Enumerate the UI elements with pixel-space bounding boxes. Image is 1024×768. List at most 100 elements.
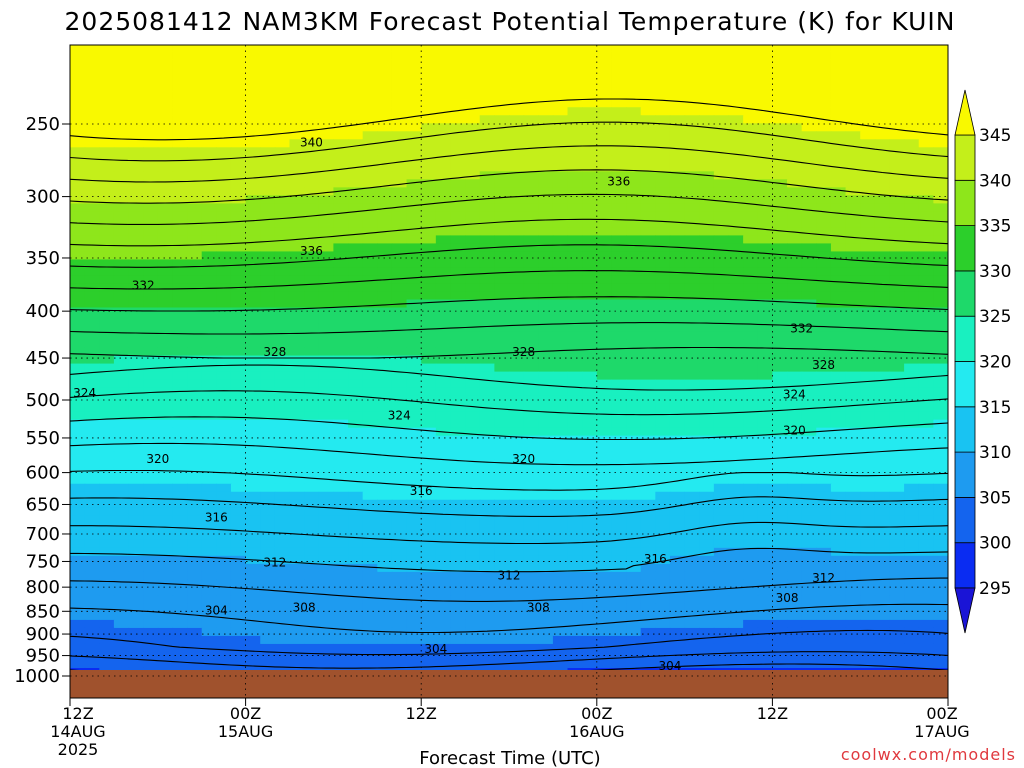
shade-cell: [816, 475, 832, 485]
shade-cell: [143, 459, 159, 469]
shade-cell: [304, 187, 320, 196]
shade-cell: [333, 403, 349, 413]
shade-cell: [157, 563, 174, 573]
shade-cell: [143, 363, 159, 373]
shade-cell: [626, 643, 642, 653]
shade-cell: [377, 539, 393, 549]
shade-cell: [362, 523, 378, 533]
shade-cell: [377, 411, 393, 421]
shade-cell: [230, 163, 247, 172]
shade-cell: [933, 491, 948, 501]
shade-cell: [611, 603, 627, 613]
shade-cell: [362, 387, 378, 397]
shade-cell: [260, 531, 276, 541]
shade-cell: [509, 251, 525, 261]
shade-cell: [713, 491, 730, 501]
shade-cell: [245, 211, 261, 220]
shade-cell: [70, 155, 86, 164]
shade-cell: [304, 299, 320, 309]
shade-cell: [113, 555, 130, 565]
shade-cell: [830, 203, 847, 212]
shade-cell: [245, 123, 261, 132]
shade-cell: [552, 283, 569, 293]
shade-cell: [348, 619, 364, 629]
shade-cell: [567, 371, 583, 381]
shade-cell: [904, 123, 920, 132]
shade-cell: [128, 563, 144, 573]
shade-cell: [860, 35, 875, 44]
shade-cell: [846, 35, 861, 44]
shade-cell: [274, 227, 291, 237]
shade-cell: [757, 99, 773, 108]
shade-cell: [655, 83, 671, 92]
shade-cell: [699, 307, 715, 317]
shade-cell: [348, 171, 364, 180]
shade-cell: [201, 379, 217, 389]
shade-cell: [406, 259, 422, 269]
shade-cell: [552, 211, 569, 220]
shade-cell: [889, 643, 905, 653]
shade-cell: [230, 411, 247, 421]
shade-cell: [596, 563, 613, 573]
shade-cell: [70, 45, 86, 52]
shade-cell: [699, 411, 715, 421]
shade-cell: [421, 379, 437, 389]
shade-cell: [245, 499, 261, 509]
shade-cell: [143, 67, 159, 76]
shade-cell: [245, 45, 261, 52]
shade-cell: [362, 83, 378, 92]
shade-cell: [128, 131, 144, 140]
shade-cell: [743, 419, 759, 429]
shade-cell: [143, 283, 159, 293]
shade-cell: [494, 395, 510, 405]
shade-cell: [450, 131, 466, 140]
shade-cell: [889, 35, 904, 44]
shade-cell: [874, 571, 891, 581]
x-tick-year-0: 2025: [58, 740, 99, 759]
shade-cell: [245, 523, 261, 533]
shade-cell: [816, 611, 832, 621]
shade-cell: [84, 299, 100, 309]
shade-cell: [187, 179, 203, 188]
shade-cell: [113, 475, 130, 485]
shade-cell: [450, 499, 466, 509]
shade-cell: [348, 147, 364, 156]
shade-cell: [450, 427, 466, 437]
shade-cell: [669, 467, 686, 477]
shade-cell: [830, 603, 847, 613]
shade-cell: [391, 75, 408, 84]
shade-cell: [787, 139, 803, 148]
shade-cell: [509, 603, 525, 613]
shade-cell: [377, 187, 393, 196]
shade-cell: [904, 99, 920, 108]
shade-cell: [582, 187, 598, 196]
shade-cell: [830, 515, 847, 525]
shade-cell: [201, 459, 217, 469]
shade-cell: [304, 51, 320, 60]
shade-cell: [523, 99, 539, 108]
shade-cell: [289, 595, 305, 605]
shade-cell: [421, 251, 437, 261]
shade-cell: [201, 51, 217, 60]
shade-cell: [245, 403, 261, 413]
shade-cell: [245, 459, 261, 469]
shade-cell: [230, 379, 247, 389]
shade-cell: [274, 259, 291, 269]
shade-cell: [128, 227, 144, 237]
shade-cell: [348, 251, 364, 261]
shade-cell: [904, 331, 920, 341]
shade-cell: [538, 347, 554, 357]
shade-cell: [552, 635, 569, 645]
shade-cell: [406, 291, 422, 301]
shade-cell: [757, 243, 773, 253]
shade-cell: [318, 243, 334, 253]
shade-cell: [494, 651, 510, 661]
shade-cell: [830, 491, 847, 501]
shade-cell: [260, 427, 276, 437]
shade-cell: [450, 83, 466, 92]
shade-cell: [699, 251, 715, 261]
shade-cell: [421, 435, 437, 445]
shade-cell: [435, 155, 452, 164]
shade-cell: [567, 507, 583, 517]
shade-cell: [391, 139, 408, 148]
